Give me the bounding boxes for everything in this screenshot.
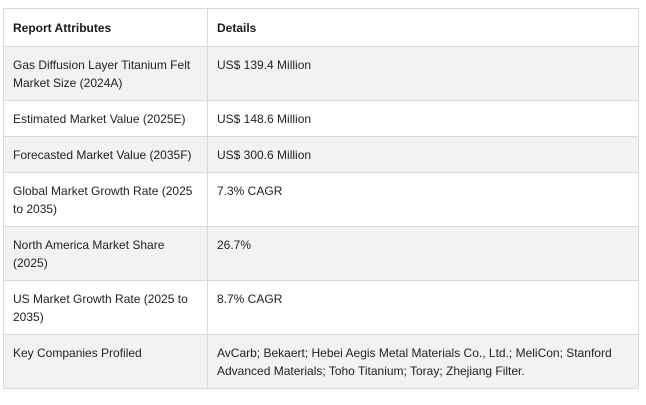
- table-row: Forecasted Market Value (2035F) US$ 300.…: [3, 136, 639, 173]
- row-attribute-global-growth: Global Market Growth Rate (2025 to 2035): [3, 172, 208, 227]
- row-details-forecasted-value: US$ 300.6 Million: [207, 136, 639, 173]
- row-details-key-companies: AvCarb; Bekaert; Hebei Aegis Metal Mater…: [207, 334, 639, 389]
- row-details-us-growth: 8.7% CAGR: [207, 280, 639, 335]
- row-details-global-growth: 7.3% CAGR: [207, 172, 639, 227]
- row-attribute-us-growth: US Market Growth Rate (2025 to 2035): [3, 280, 208, 335]
- table-row: Gas Diffusion Layer Titanium Felt Market…: [3, 46, 639, 101]
- row-attribute-estimated-value: Estimated Market Value (2025E): [3, 100, 208, 137]
- table-row: Estimated Market Value (2025E) US$ 148.6…: [3, 100, 639, 137]
- column-header-attributes: Report Attributes: [3, 8, 208, 47]
- row-attribute-key-companies: Key Companies Profiled: [3, 334, 208, 389]
- table-header-row: Report Attributes Details: [3, 8, 639, 47]
- report-attributes-table: Report Attributes Details Gas Diffusion …: [3, 8, 639, 389]
- table-row: Key Companies Profiled AvCarb; Bekaert; …: [3, 334, 639, 389]
- row-attribute-na-share: North America Market Share (2025): [3, 226, 208, 281]
- table-row: US Market Growth Rate (2025 to 2035) 8.7…: [3, 280, 639, 335]
- table-row: North America Market Share (2025) 26.7%: [3, 226, 639, 281]
- row-details-estimated-value: US$ 148.6 Million: [207, 100, 639, 137]
- column-header-details: Details: [207, 8, 639, 47]
- row-attribute-market-size: Gas Diffusion Layer Titanium Felt Market…: [3, 46, 208, 101]
- row-details-market-size: US$ 139.4 Million: [207, 46, 639, 101]
- row-details-na-share: 26.7%: [207, 226, 639, 281]
- table-row: Global Market Growth Rate (2025 to 2035)…: [3, 172, 639, 227]
- row-attribute-forecasted-value: Forecasted Market Value (2035F): [3, 136, 208, 173]
